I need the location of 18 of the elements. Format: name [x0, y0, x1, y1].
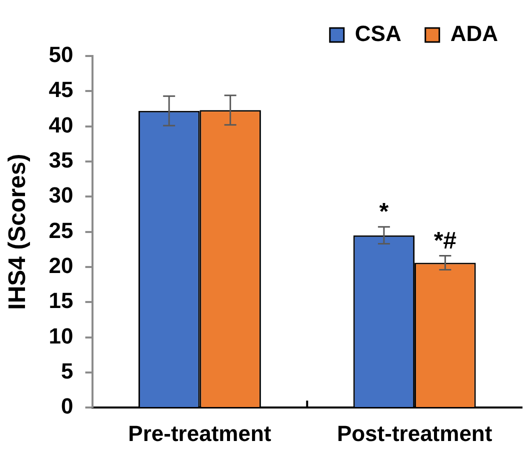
- annotation: *#: [434, 227, 457, 254]
- y-tick-label: 45: [48, 77, 74, 102]
- y-tick-label: 10: [48, 323, 74, 348]
- y-tick-label: 40: [48, 112, 74, 138]
- y-tick-label: 15: [48, 288, 74, 314]
- legend-label: ADA: [450, 21, 498, 46]
- y-tick-label: 0: [61, 394, 74, 419]
- y-tick-label: 20: [48, 253, 74, 278]
- y-tick-label: 25: [48, 218, 74, 243]
- y-tick-label: 50: [48, 42, 74, 68]
- legend-label: CSA: [354, 21, 402, 46]
- x-tick-label: Pre-treatment: [128, 420, 272, 446]
- x-tick-label: Post-treatment: [336, 420, 493, 446]
- y-tick-label: 35: [48, 148, 74, 173]
- y-axis-title: IHS4 (Scores): [4, 154, 32, 310]
- y-tick-label: 30: [48, 182, 74, 208]
- annotation: *: [379, 198, 390, 226]
- y-tick-label: 5: [61, 358, 74, 384]
